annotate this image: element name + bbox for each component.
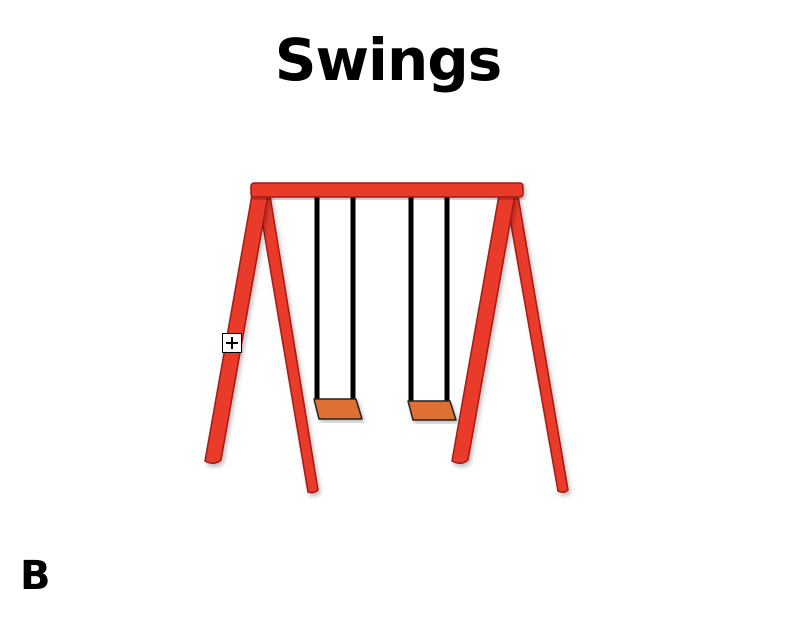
- swing-seat-right: [407, 400, 457, 421]
- swing-frame-front-left-leg: [204, 194, 269, 464]
- corner-label: B: [20, 553, 51, 599]
- swing-frame-top-beam: [250, 182, 524, 198]
- swing-frame-back-left-leg: [257, 195, 319, 494]
- swing-frame-front-right-leg: [451, 194, 516, 464]
- swing-frame-back-right-leg: [505, 195, 569, 494]
- slide-title: Swings: [274, 26, 503, 94]
- move-handle-icon[interactable]: [222, 333, 242, 353]
- swing-seat-left: [313, 398, 363, 420]
